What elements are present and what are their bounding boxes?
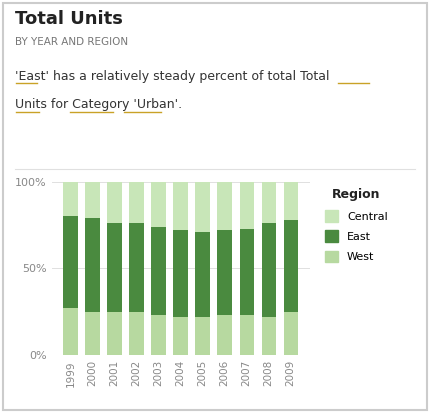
Legend: Central, East, West: Central, East, West [320,184,392,267]
Bar [151,227,166,315]
Bar [240,182,254,228]
Bar [173,317,188,355]
Bar [108,223,122,312]
Bar [85,218,100,312]
Text: 'East' has a relatively steady percent of total Total: 'East' has a relatively steady percent o… [15,70,329,83]
Bar [240,315,254,355]
Bar [108,182,122,223]
Bar [63,182,78,216]
Bar [261,223,276,317]
Text: Total Units: Total Units [15,10,123,28]
Bar [173,230,188,317]
Bar [85,182,100,218]
Bar [108,312,122,355]
Bar [196,182,210,232]
Bar [218,182,232,230]
Bar [129,182,144,223]
Bar [63,309,78,355]
Bar [240,228,254,315]
Bar [173,182,188,230]
Bar [261,182,276,223]
Bar [63,216,78,309]
Bar [283,182,298,220]
Bar [85,312,100,355]
Bar [218,230,232,315]
Bar [151,182,166,227]
Bar [283,312,298,355]
Text: BY YEAR AND REGION: BY YEAR AND REGION [15,37,128,47]
Text: Units for Category 'Urban'.: Units for Category 'Urban'. [15,98,182,111]
Bar [151,315,166,355]
Bar [129,312,144,355]
Bar [196,317,210,355]
Bar [283,220,298,312]
Bar [218,315,232,355]
Bar [196,232,210,317]
Bar [261,317,276,355]
Bar [129,223,144,312]
